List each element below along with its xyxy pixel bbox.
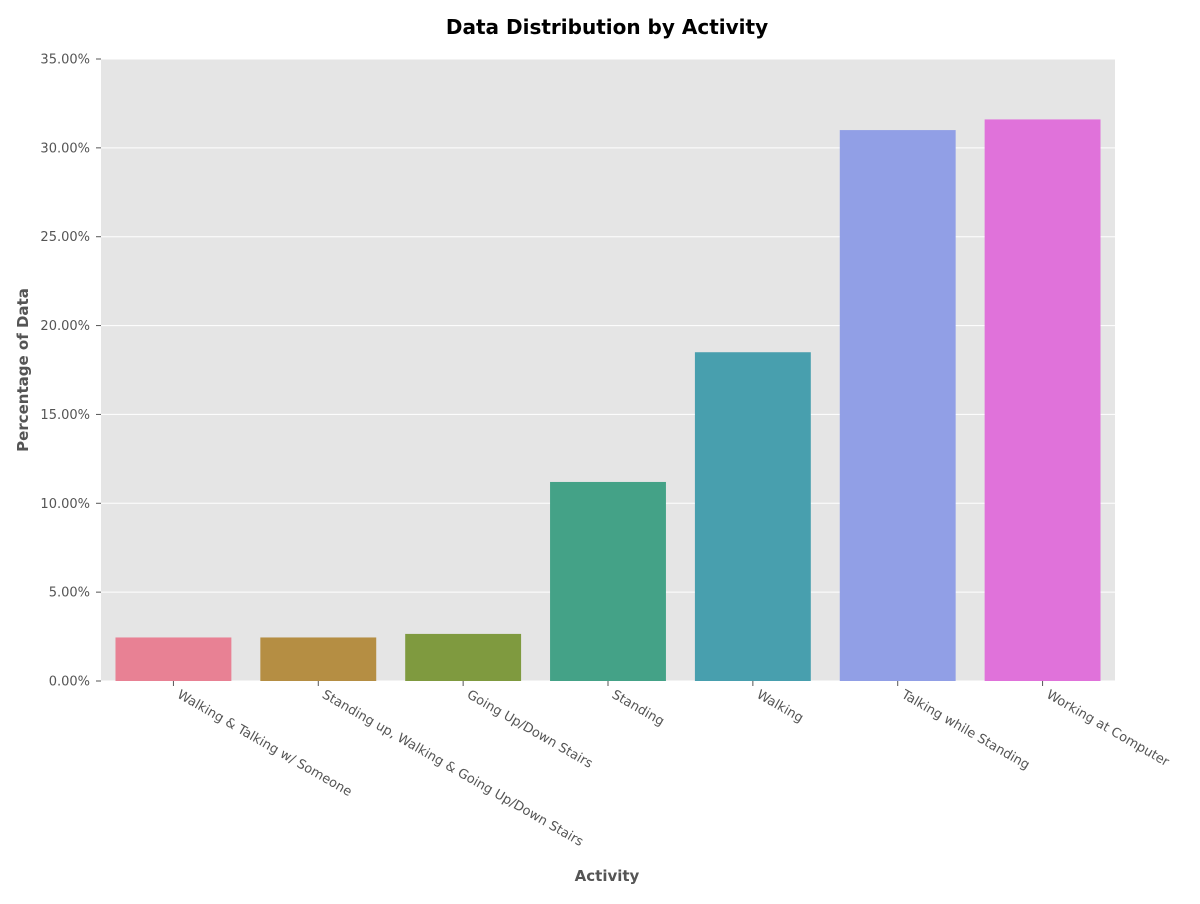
y-axis-label: Percentage of Data (14, 288, 32, 452)
y-tick-label: 35.00% (40, 53, 90, 68)
y-tick-label: 30.00% (40, 141, 90, 156)
x-tick-label: Standing (609, 687, 667, 729)
bar (260, 637, 377, 681)
bar (984, 119, 1101, 682)
y-tick-label: 15.00% (40, 408, 90, 423)
bar (115, 637, 232, 681)
x-tick-label: Going Up/Down Stairs (464, 687, 595, 771)
bar (550, 481, 666, 681)
y-axis-ticks: 0.00% 5.00% 10.00% 15.00% 20.00% 25.00% 30.00%… (40, 53, 101, 690)
y-tick-label: 0.00% (49, 675, 90, 690)
chart-title: Data Distribution by Activity (446, 15, 768, 39)
y-tick-label: 10.00% (40, 497, 90, 512)
x-tick-label: Walking (754, 687, 806, 726)
x-tick-label: Working at Computer (1044, 687, 1172, 770)
bar (405, 633, 522, 681)
bar (694, 352, 811, 681)
bars (115, 119, 1101, 682)
y-tick-label: 20.00% (40, 319, 90, 334)
x-axis-label: Activity (575, 867, 640, 885)
y-tick-label: 5.00% (49, 586, 90, 601)
bar (839, 130, 956, 682)
y-tick-label: 25.00% (40, 230, 90, 245)
x-tick-label: Talking while Standing (898, 687, 1032, 773)
x-tick-label: Standing up, Walking & Going Up/Down Sta… (319, 687, 586, 850)
